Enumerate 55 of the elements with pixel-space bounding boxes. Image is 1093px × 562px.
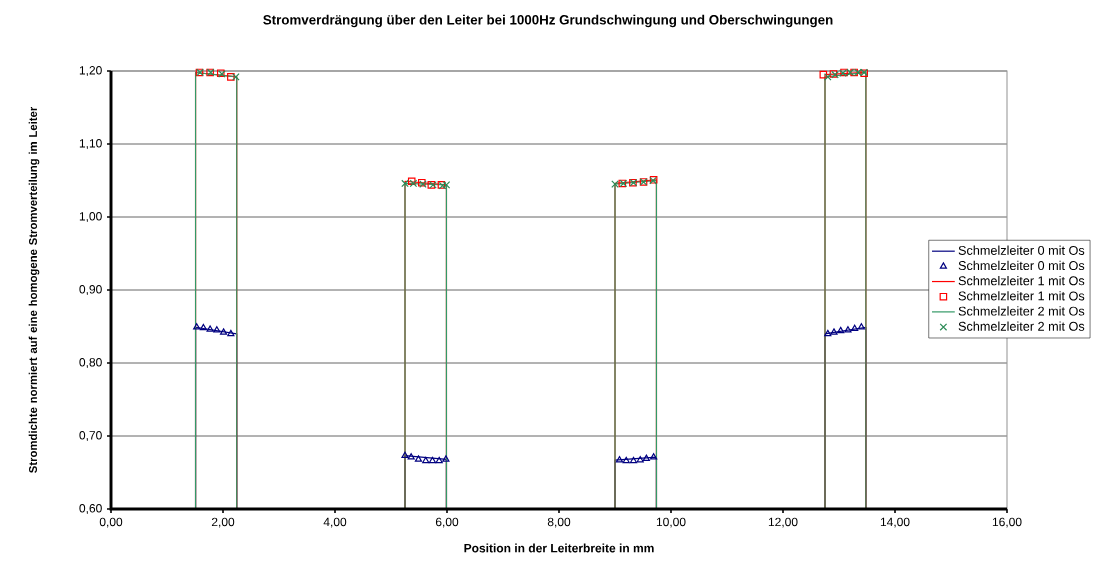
point	[414, 455, 423, 462]
point	[428, 456, 437, 464]
point	[401, 451, 409, 459]
point	[850, 68, 858, 77]
chart-title: Stromverdrängung über den Leiter bei 1000Hz Grundschwingung und Oberschwingungen	[263, 14, 833, 28]
point	[824, 329, 832, 337]
x-tick-label: 16,00	[992, 517, 1022, 528]
point	[851, 324, 859, 332]
legend-label: Schmelzleiter 2 mit Os	[958, 321, 1085, 331]
point	[857, 323, 866, 330]
x-tick-label: 4,00	[323, 517, 347, 528]
point	[650, 453, 658, 460]
point	[844, 326, 852, 333]
y-tick-label: 1,20	[79, 66, 102, 76]
y-tick-label: 1,10	[79, 139, 102, 149]
y-tick-label: 1,00	[79, 212, 102, 222]
point	[830, 328, 838, 335]
y-tick-label: 0,70	[79, 431, 102, 441]
x-tick-label: 8,00	[547, 517, 571, 528]
point	[642, 454, 650, 461]
point	[213, 326, 221, 333]
x-tick-label: 10,00	[656, 517, 686, 528]
point	[232, 73, 240, 81]
point	[422, 456, 430, 464]
point	[442, 455, 450, 462]
y-tick-label: 0,90	[79, 285, 102, 295]
point	[193, 323, 201, 330]
point	[407, 453, 415, 460]
point	[227, 73, 235, 81]
point	[819, 70, 828, 79]
x-axis-title: Position in der Leiterbreite in mm	[464, 543, 654, 553]
y-tick-label: 0,80	[79, 358, 102, 368]
point	[837, 326, 845, 334]
point	[227, 329, 235, 337]
x-tick-label: 14,00	[880, 517, 910, 528]
x-tick-label: 0,00	[99, 517, 123, 528]
point	[629, 456, 638, 464]
point	[206, 325, 214, 332]
legend-label: Schmelzleiter 1 mit Os	[958, 291, 1085, 301]
point	[199, 323, 208, 331]
point	[442, 181, 451, 189]
point	[435, 456, 443, 464]
y-tick-label: 0,60	[79, 504, 102, 514]
point	[615, 456, 624, 463]
point	[219, 328, 228, 335]
legend-label: Schmelzleiter 0 mit Os	[958, 245, 1085, 255]
point	[636, 456, 644, 463]
point	[622, 456, 630, 464]
x-tick-label: 6,00	[435, 517, 459, 528]
x-tick-label: 2,00	[211, 517, 235, 528]
legend-label: Schmelzleiter 1 mit Os	[958, 275, 1085, 286]
y-axis-title: Stromdichte normiert auf eine homogene Stromverteilung im Leiter	[28, 106, 40, 473]
x-tick-label: 12,00	[768, 517, 798, 528]
legend-label: Schmelzleiter 2 mit Os	[958, 306, 1085, 316]
legend-label: Schmelzleiter 0 mit Os	[958, 260, 1085, 271]
